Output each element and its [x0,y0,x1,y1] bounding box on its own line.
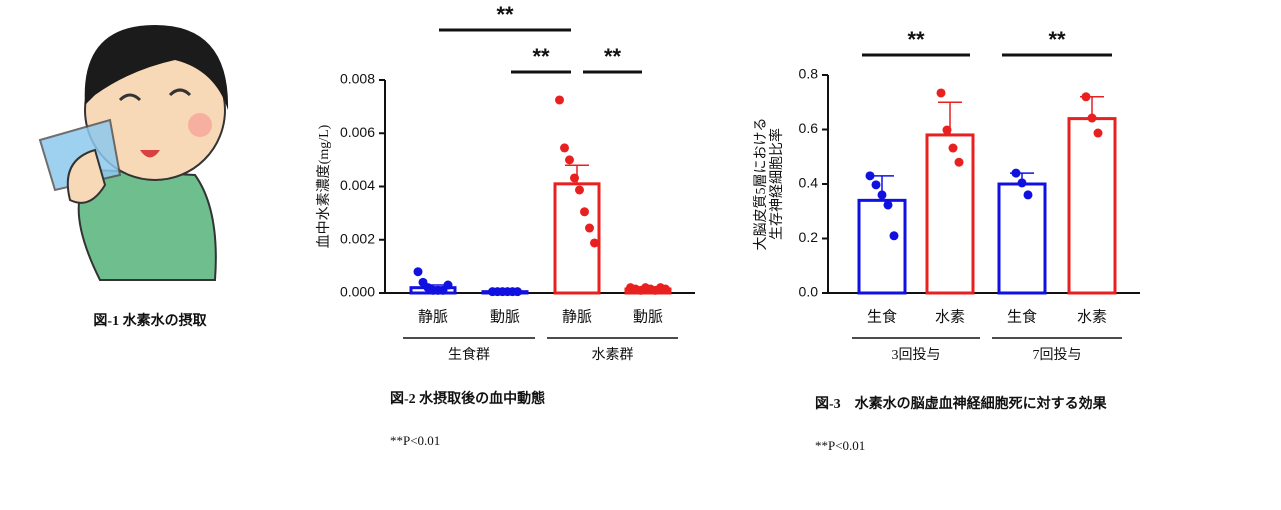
y-axis-label: 血中水素濃度(mg/L) [316,124,332,248]
group-label: 3回投与 [892,347,941,363]
data-point [1017,178,1027,188]
illustration [38,25,229,281]
x-tick-label: 静脈 [562,308,592,325]
data-point [565,155,574,165]
data-point [954,157,964,167]
data-point [560,143,569,153]
y-tick-label: 0.002 [340,230,375,246]
x-tick-label: 生食 [867,308,897,325]
caption: 図-2 水摂取後の血中動態 [390,390,545,407]
data-point [936,88,946,98]
data-point [883,200,893,210]
group-label: 生食群 [448,346,490,363]
data-point [877,190,887,200]
data-point [865,171,875,181]
x-tick-label: 動脈 [633,308,663,325]
significance-label: ** [907,27,925,52]
note: **P<0.01 [815,438,865,453]
y-tick-label: 0.6 [799,120,819,136]
data-point [580,207,589,217]
x-tick-label: 静脈 [418,308,448,325]
data-point [575,185,584,195]
significance-label: ** [1048,27,1066,52]
y-tick-label: 0.2 [799,229,819,245]
bar [553,182,601,295]
data-point [555,95,564,105]
y-tick-label: 0.006 [340,124,375,140]
group-label: 7回投与 [1033,347,1082,363]
y-axis-label: 生存神経細胞比率 [768,128,785,240]
y-tick-label: 0.000 [340,284,375,300]
data-point [590,238,599,248]
y-axis-label: 大脳皮質5層における [753,118,769,251]
data-point [413,267,423,277]
bar [1067,117,1117,295]
data-point [1011,168,1021,178]
caption: 図-1 水素水の摂取 [93,312,207,329]
x-tick-label: 動脈 [490,308,520,325]
data-point [570,173,579,183]
bar [925,133,975,295]
data-point [661,284,670,294]
significance-label: ** [532,44,550,69]
data-point [443,280,453,290]
y-tick-label: 0.4 [799,175,819,191]
caption: 図-3 水素水の脳虚血神経細胞死に対する効果 [815,395,1108,412]
significance-label: ** [604,44,622,69]
x-tick-label: 水素 [935,308,965,325]
y-tick-label: 0.008 [340,71,375,87]
data-point [948,143,958,153]
x-tick-label: 生食 [1007,308,1037,325]
significance-label: ** [496,2,514,27]
y-tick-label: 0.8 [799,66,819,82]
y-tick-label: 0.0 [799,284,819,300]
bar [857,198,907,295]
data-point [942,125,952,135]
data-point [1093,128,1103,138]
data-point [871,180,881,190]
group-label: 水素群 [592,347,634,363]
data-point [889,231,899,241]
data-point [585,223,594,233]
y-tick-label: 0.004 [340,177,375,193]
data-point [1087,113,1097,123]
x-tick-label: 水素 [1077,308,1107,325]
data-point [1081,92,1091,102]
data-point [1023,190,1033,200]
note: **P<0.01 [390,433,440,448]
bar [997,182,1047,295]
data-point [513,287,522,297]
